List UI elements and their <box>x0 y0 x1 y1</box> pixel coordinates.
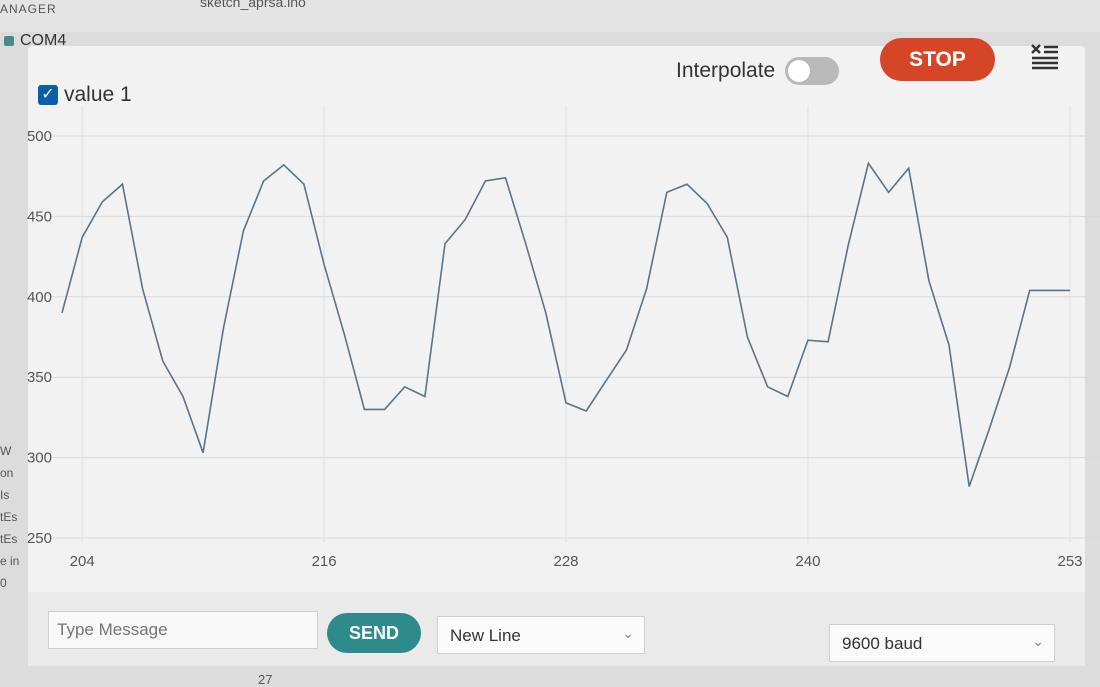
interpolate-label: Interpolate <box>676 59 776 82</box>
chevron-down-icon: ⌄ <box>622 625 634 641</box>
series-line-value-1 <box>61 161 1070 487</box>
toggle-knob <box>788 60 811 82</box>
y-tick-label: 350 <box>27 369 52 386</box>
baud-rate-select[interactable]: 9600 baud ⌄ <box>829 624 1055 662</box>
sketch-tab[interactable]: sketch_aprsa.ino <box>200 0 306 10</box>
x-tick-label: 216 <box>312 553 337 570</box>
left-fragment: W <box>0 444 12 458</box>
left-fragment: e in <box>0 554 20 568</box>
x-tick-label: 253 <box>1057 553 1082 570</box>
port-icon <box>4 36 14 46</box>
manager-title-fragment: ANAGER <box>0 2 57 16</box>
message-input[interactable] <box>48 611 318 649</box>
line-ending-select[interactable]: New Line ⌄ <box>437 616 645 654</box>
chevron-down-icon: ⌄ <box>1032 633 1044 649</box>
legend-label: value 1 <box>64 83 132 106</box>
left-fragment: on <box>0 466 14 480</box>
baud-rate-value: 9600 baud <box>842 634 923 653</box>
left-fragment: tEs <box>0 532 18 546</box>
interpolate-control: Interpolate <box>676 57 840 85</box>
legend-item[interactable]: ✓ value 1 <box>38 83 132 107</box>
y-tick-label: 250 <box>27 530 52 547</box>
line-ending-value: New Line <box>450 626 521 645</box>
left-editor-fragment: W on Is tEs tEs e in 0 <box>0 440 22 594</box>
left-fragment: 0 <box>0 576 7 590</box>
clear-list-icon[interactable] <box>1030 42 1060 72</box>
serial-plotter-panel <box>28 46 1085 666</box>
series-checkbox[interactable]: ✓ <box>38 85 58 105</box>
left-fragment: tEs <box>0 510 18 524</box>
plot-area: 250 300 350 400 450 500 204 216 228 240 253 <box>26 106 1083 570</box>
editor-fragment: 27 <box>258 672 273 687</box>
y-tick-label: 500 <box>27 128 52 145</box>
y-tick-label: 400 <box>27 289 52 306</box>
port-name: COM4 <box>20 32 67 49</box>
x-tick-label: 204 <box>70 553 95 570</box>
send-button[interactable]: SEND <box>327 613 421 653</box>
interpolate-toggle[interactable] <box>785 57 840 85</box>
left-fragment: Is <box>0 488 10 502</box>
stop-button[interactable]: STOP <box>880 38 995 81</box>
y-tick-label: 450 <box>27 208 52 225</box>
port-label: COM4 <box>4 32 67 50</box>
window-top-strip <box>0 0 1100 32</box>
x-tick-label: 240 <box>795 553 820 570</box>
x-tick-label: 228 <box>553 553 578 570</box>
y-tick-label: 300 <box>27 450 52 467</box>
